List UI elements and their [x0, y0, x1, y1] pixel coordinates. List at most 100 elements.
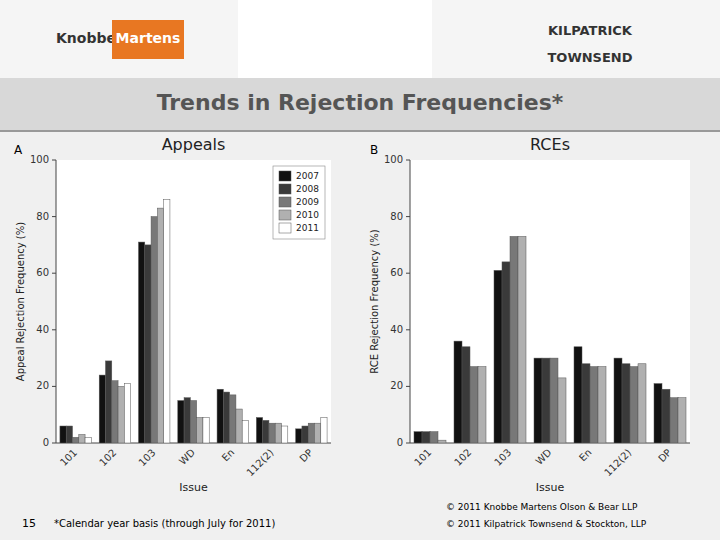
background	[0, 0, 720, 540]
y-tick	[406, 443, 410, 444]
y-tick-label: 100	[30, 154, 49, 165]
header	[0, 0, 720, 78]
panel-label: A	[14, 143, 23, 157]
logo-area	[432, 0, 720, 78]
bar	[85, 437, 91, 443]
y-tick	[52, 329, 56, 330]
bar	[296, 429, 302, 443]
bar	[178, 401, 184, 443]
x-tick-label: 112(2)	[244, 447, 275, 478]
bar	[263, 420, 269, 443]
x-tick-label: 103	[136, 447, 157, 468]
legend-label: 2011	[296, 223, 319, 233]
bar	[190, 401, 196, 443]
bar	[462, 347, 470, 443]
bar	[438, 440, 446, 443]
chart: RCEsB020406080100RCE Rejection Frequency…	[369, 135, 690, 494]
bar	[510, 236, 518, 443]
panel-title: Appeals	[162, 135, 226, 154]
bar	[494, 270, 502, 443]
bar	[145, 245, 151, 443]
page-number: 15	[22, 517, 36, 530]
x-label: Issue	[179, 481, 208, 494]
bar	[502, 262, 510, 443]
bar	[590, 367, 598, 443]
bar	[308, 423, 314, 443]
x-tick-label: 101	[58, 447, 79, 468]
chart: AppealsA020406080100Appeal Rejection Fre…	[14, 135, 331, 494]
bar	[124, 384, 130, 443]
bar	[630, 367, 638, 443]
bar	[184, 398, 190, 443]
title: Trends in Rejection Frequencies*	[157, 90, 564, 115]
bar	[157, 208, 163, 443]
legend-swatch	[279, 184, 291, 194]
y-axis	[410, 160, 411, 443]
bar	[478, 367, 486, 443]
y-tick	[406, 273, 410, 274]
y-tick	[52, 216, 56, 217]
y-tick-label: 0	[43, 437, 49, 448]
y-tick	[406, 386, 410, 387]
legend: 20072008200920102011	[273, 166, 325, 239]
y-tick-label: 0	[397, 437, 403, 448]
y-tick	[406, 216, 410, 217]
y-tick-label: 60	[36, 267, 49, 278]
y-tick	[52, 386, 56, 387]
logo-text: KILPATRICK	[548, 23, 633, 38]
bar	[302, 426, 308, 443]
y-axis	[56, 160, 57, 443]
x-tick-label: En	[577, 447, 594, 464]
bar	[223, 392, 229, 443]
bar	[164, 200, 170, 443]
plot-area	[410, 160, 690, 443]
legend-frame	[273, 166, 325, 239]
bar	[614, 358, 622, 443]
y-tick-label: 60	[390, 267, 403, 278]
bar	[582, 364, 590, 443]
legend-label: 2010	[296, 210, 319, 220]
logo-text: Martens	[116, 30, 181, 46]
y-tick-label: 20	[390, 380, 403, 391]
title-band	[0, 78, 720, 130]
y-tick	[406, 329, 410, 330]
bar	[670, 398, 678, 443]
bar	[654, 384, 662, 443]
bar	[638, 364, 646, 443]
bar	[598, 367, 606, 443]
bar	[151, 217, 157, 443]
x-tick-label: 103	[492, 447, 513, 468]
copyright: © 2011 Kilpatrick Townsend & Stockton, L…	[446, 519, 647, 529]
bar	[558, 378, 566, 443]
bar	[230, 395, 236, 443]
bar	[518, 236, 526, 443]
bar	[269, 423, 275, 443]
x-tick-label: DP	[297, 447, 314, 464]
bar	[66, 426, 72, 443]
legend-swatch	[279, 210, 291, 220]
bar	[321, 418, 327, 443]
bar	[217, 389, 223, 443]
bar	[60, 426, 66, 443]
bar	[454, 341, 462, 443]
bar	[542, 358, 550, 443]
bar	[422, 432, 430, 443]
bars	[414, 236, 686, 443]
bar	[139, 242, 145, 443]
legend-label: 2007	[296, 171, 319, 181]
y-tick	[52, 443, 56, 444]
copyright: © 2011 Knobbe Martens Olson & Bear LLP	[446, 502, 638, 512]
x-tick-label: 102	[452, 447, 473, 468]
bar	[622, 364, 630, 443]
footnote: *Calendar year basis (through July for 2…	[54, 518, 275, 529]
logo-area	[0, 0, 238, 78]
bar	[118, 386, 124, 443]
bar	[282, 426, 288, 443]
plot-area	[56, 160, 331, 443]
x-label: Issue	[536, 481, 565, 494]
bar	[112, 381, 118, 443]
y-label: RCE Rejection Frequency (%)	[369, 229, 380, 374]
y-tick	[52, 273, 56, 274]
divider	[0, 130, 720, 132]
legend-label: 2009	[296, 197, 319, 207]
